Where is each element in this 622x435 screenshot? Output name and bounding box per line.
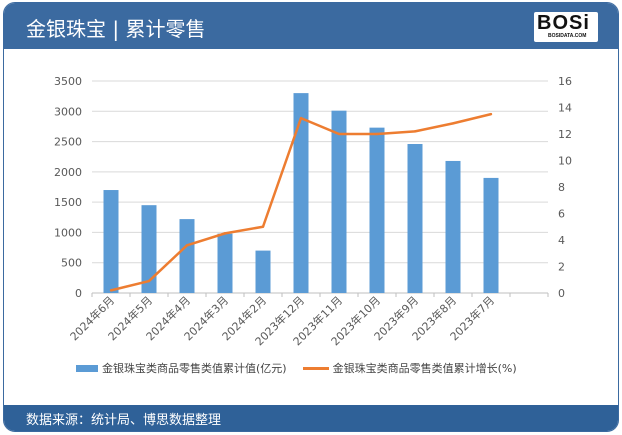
legend-bar-swatch xyxy=(76,364,98,372)
right-tick-label: 12 xyxy=(558,128,572,141)
left-tick-label: 0 xyxy=(75,287,82,300)
bar xyxy=(293,93,309,293)
left-tick-label: 500 xyxy=(61,257,82,270)
right-tick-label: 0 xyxy=(558,287,565,300)
line-point xyxy=(185,244,189,247)
line-point xyxy=(375,132,379,136)
bar xyxy=(331,110,347,294)
left-tick-label: 1000 xyxy=(54,226,82,239)
left-tick-label: 3000 xyxy=(54,105,82,118)
left-tick-label: 3500 xyxy=(54,75,82,88)
line-point xyxy=(261,225,265,228)
right-tick-label: 6 xyxy=(558,208,565,221)
bar xyxy=(103,190,119,293)
bar xyxy=(445,160,461,293)
bosi-logo: BOSi BOSIDATA.COM xyxy=(534,12,598,42)
line-point xyxy=(147,279,151,283)
footer: 数据来源：统计局、博思数据整理 xyxy=(4,405,618,431)
right-tick-label: 8 xyxy=(558,181,565,194)
legend-bar-label: 金银珠宝类商品零售类值累计值(亿元) xyxy=(102,362,287,375)
right-tick-label: 16 xyxy=(558,75,572,88)
right-tick-label: 10 xyxy=(558,155,572,168)
line-point xyxy=(337,132,341,136)
left-tick-label: 2000 xyxy=(54,166,82,179)
right-tick-label: 2 xyxy=(558,261,565,274)
bar xyxy=(407,143,423,293)
data-source: 数据来源：统计局、博思数据整理 xyxy=(26,413,222,428)
bar xyxy=(141,205,157,293)
line-point xyxy=(451,122,455,125)
bar xyxy=(217,233,233,293)
line-point xyxy=(223,232,227,235)
legend-line-swatch xyxy=(302,366,329,370)
right-tick-label: 4 xyxy=(558,234,565,247)
bar xyxy=(179,219,195,293)
legend-line-label: 金银珠宝类商品零售类值累计增长(%) xyxy=(332,362,517,375)
bar xyxy=(255,250,271,293)
page-title: 金银珠宝 | 累计零售 xyxy=(26,17,206,41)
left-tick-label: 1500 xyxy=(54,196,82,209)
bar xyxy=(483,177,499,293)
left-tick-label: 2500 xyxy=(54,136,82,149)
line-point xyxy=(299,116,303,120)
legend: 金银珠宝类商品零售类值累计值(亿元) 金银珠宝类商品零售类值累计增长(%) xyxy=(76,360,517,376)
line-point xyxy=(413,130,417,133)
line-point xyxy=(109,289,113,292)
bar xyxy=(369,127,385,293)
right-tick-label: 14 xyxy=(558,102,572,115)
line-point xyxy=(489,112,493,116)
header: 金银珠宝 | 累计零售 BOSi BOSIDATA.COM xyxy=(4,3,618,49)
